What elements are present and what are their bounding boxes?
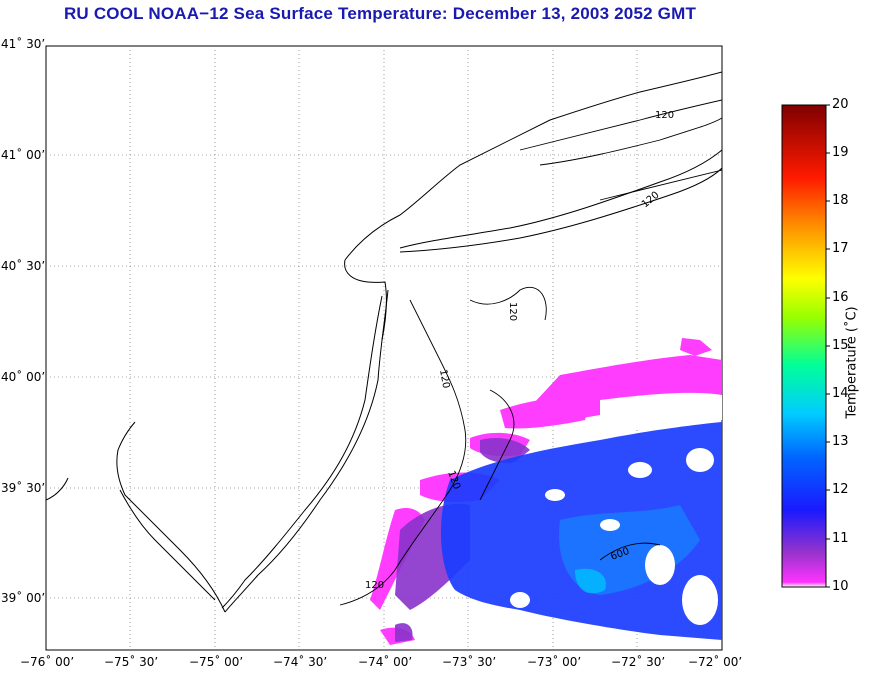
- lat-label: 41˚ 30’: [1, 37, 46, 51]
- lon-label: −73˚ 30’: [442, 655, 497, 669]
- sst-data-cyan: [575, 568, 606, 594]
- cloud-gaps: [510, 392, 722, 625]
- lon-label: −75˚ 00’: [189, 655, 244, 669]
- lon-label: −72˚ 30’: [611, 655, 666, 669]
- lon-label: −73˚ 00’: [527, 655, 582, 669]
- lat-label: 40˚ 00’: [1, 370, 46, 384]
- colorbar-tick-label: 14: [832, 386, 849, 401]
- colorbar-tick-label: 16: [832, 290, 849, 305]
- colorbar-tick-label: 20: [832, 97, 849, 112]
- colorbar-tick-label: 13: [832, 434, 849, 449]
- coastline: [46, 71, 722, 613]
- map-title: RU COOL NOAA−12 Sea Surface Temperature:…: [63, 4, 697, 23]
- lat-label: 41˚ 00’: [1, 148, 46, 162]
- lon-label: −76˚ 00’: [20, 655, 75, 669]
- bathymetry-contours: [339, 99, 722, 606]
- contour-label: 120: [437, 369, 451, 390]
- lat-label: 39˚ 00’: [1, 591, 46, 605]
- lon-label: −74˚ 30’: [273, 655, 328, 669]
- colorbar-tick-label: 15: [832, 338, 849, 353]
- lon-label: −74˚ 00’: [358, 655, 413, 669]
- colorbar-ticks: [826, 104, 830, 588]
- graticule: [46, 46, 722, 650]
- contour-label: 120: [655, 110, 674, 121]
- colorbar: [781, 104, 827, 588]
- colorbar-tick-label: 18: [832, 193, 849, 208]
- colorbar-tick-label: 11: [832, 531, 849, 546]
- colorbar-tick-label: 10: [832, 579, 849, 594]
- contour-label: 120: [507, 302, 518, 321]
- lat-label: 40˚ 30’: [1, 259, 46, 273]
- lat-label: 39˚ 30’: [1, 481, 46, 495]
- colorbar-tick-label: 12: [832, 482, 849, 497]
- colorbar-tick-label: 19: [832, 145, 849, 160]
- contour-label: 120: [365, 580, 384, 591]
- lon-label: −75˚ 30’: [104, 655, 159, 669]
- colorbar-tick-label: 17: [832, 241, 849, 256]
- colorbar-title: Temperature (˚C): [844, 306, 860, 419]
- lon-label: −72˚ 00’: [688, 655, 743, 669]
